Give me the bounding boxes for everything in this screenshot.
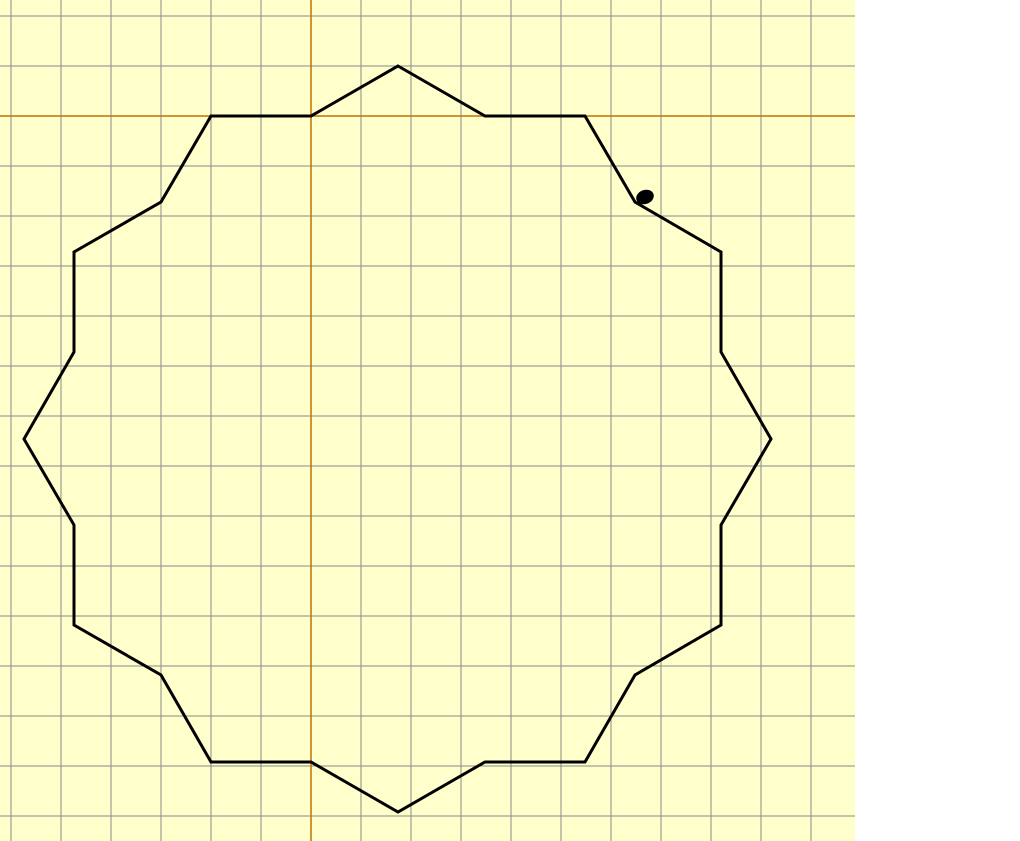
canvas-background xyxy=(0,0,855,841)
drawing-canvas[interactable] xyxy=(0,0,855,841)
twelve-point-star-shape xyxy=(22,64,773,814)
turtle-icon xyxy=(636,189,654,205)
blank-panel xyxy=(855,0,1020,841)
grid-lines xyxy=(0,0,855,841)
axes xyxy=(0,0,855,841)
